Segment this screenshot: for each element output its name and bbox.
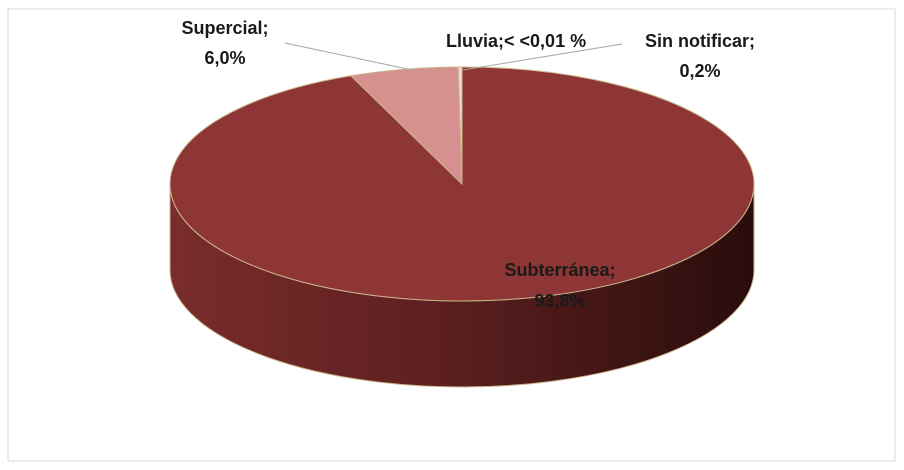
- data-label: Lluvia;: [446, 31, 504, 51]
- data-label: Sin notificar;: [645, 31, 755, 51]
- data-label: < <0,01 %: [504, 31, 586, 51]
- slice: [169, 66, 755, 302]
- data-label: 93,8%: [534, 291, 585, 311]
- leader-line: [284, 42, 413, 71]
- slice: [457, 66, 463, 185]
- data-label: Supercial;: [181, 18, 268, 38]
- labels: Subterránea; 93,8% Supercial; 6,0% Lluvia; < …: [181, 18, 755, 311]
- pie: [169, 66, 755, 388]
- data-label: Subterránea;: [504, 260, 615, 280]
- leader-line: [462, 43, 623, 71]
- data-label: 6,0%: [204, 48, 245, 68]
- data-label: 0,2%: [679, 61, 720, 81]
